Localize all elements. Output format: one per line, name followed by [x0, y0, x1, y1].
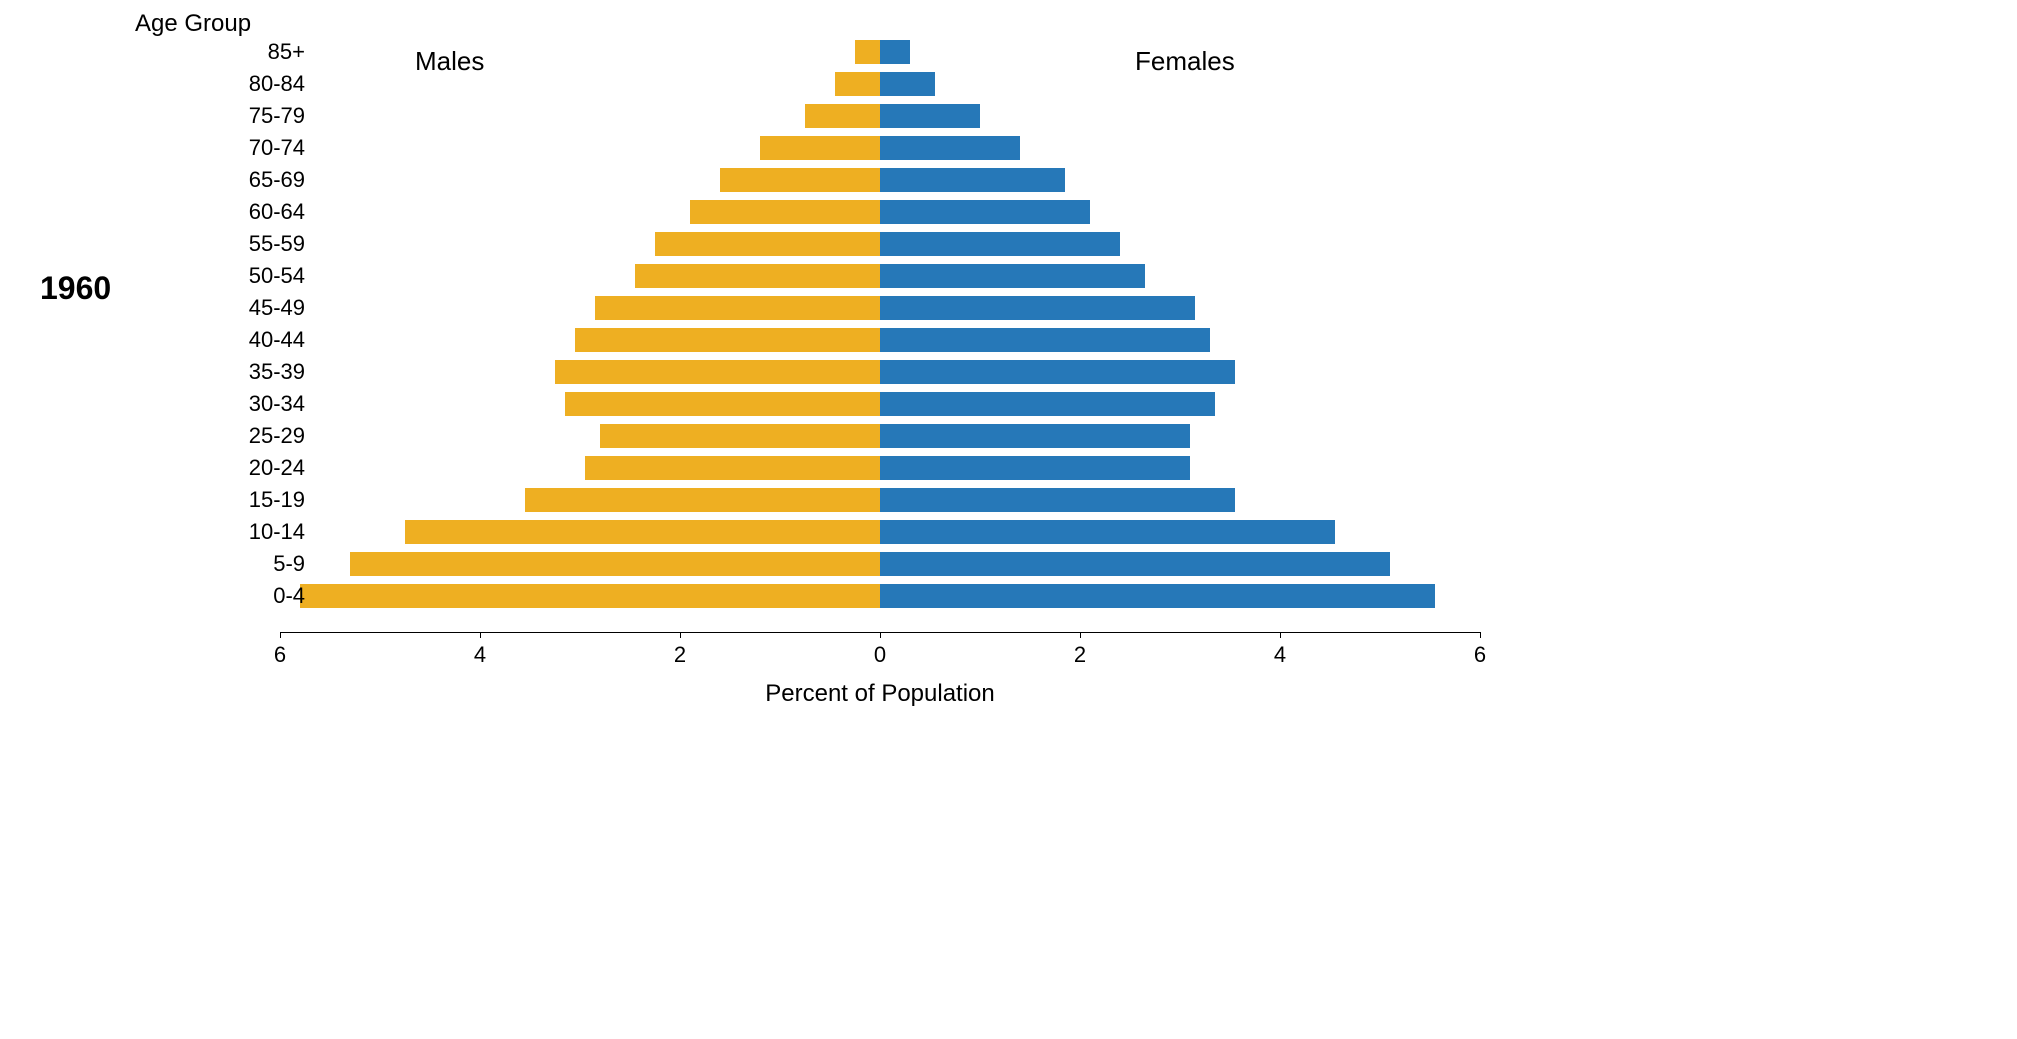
bar-row — [280, 296, 1480, 320]
age-group-label: 30-34 — [185, 392, 305, 416]
female-bar — [880, 392, 1215, 416]
age-group-label: 35-39 — [185, 360, 305, 384]
female-bar — [880, 456, 1190, 480]
age-group-label: 70-74 — [185, 136, 305, 160]
female-bar — [880, 328, 1210, 352]
male-bar — [595, 296, 880, 320]
female-bar — [880, 488, 1235, 512]
bar-row — [280, 200, 1480, 224]
female-bar — [880, 168, 1065, 192]
x-tick-label: 4 — [1274, 642, 1286, 668]
female-bar — [880, 296, 1195, 320]
age-group-label: 25-29 — [185, 424, 305, 448]
x-tick — [1080, 632, 1081, 638]
female-bar — [880, 264, 1145, 288]
female-bar — [880, 520, 1335, 544]
bar-row — [280, 552, 1480, 576]
male-bar — [720, 168, 880, 192]
male-bar — [835, 72, 880, 96]
bar-row — [280, 264, 1480, 288]
age-group-label: 20-24 — [185, 456, 305, 480]
x-tick — [280, 632, 281, 638]
bars-container — [280, 40, 1480, 620]
x-tick — [680, 632, 681, 638]
age-group-label: 5-9 — [185, 552, 305, 576]
female-bar — [880, 552, 1390, 576]
male-bar — [655, 232, 880, 256]
bar-row — [280, 488, 1480, 512]
age-group-label: 65-69 — [185, 168, 305, 192]
age-group-label: 15-19 — [185, 488, 305, 512]
age-group-label: 75-79 — [185, 104, 305, 128]
female-bar — [880, 424, 1190, 448]
male-bar — [525, 488, 880, 512]
x-tick — [1480, 632, 1481, 638]
x-tick-label: 2 — [1074, 642, 1086, 668]
x-tick-label: 6 — [274, 642, 286, 668]
population-pyramid-chart: 1960 Age Group Males Females 6420246 Per… — [0, 0, 1520, 780]
male-bar — [565, 392, 880, 416]
bar-row — [280, 520, 1480, 544]
bar-row — [280, 168, 1480, 192]
x-tick — [880, 632, 881, 638]
female-bar — [880, 104, 980, 128]
bar-row — [280, 392, 1480, 416]
x-tick-label: 0 — [874, 642, 886, 668]
y-axis-title: Age Group — [135, 10, 251, 38]
female-bar — [880, 200, 1090, 224]
age-group-label: 60-64 — [185, 200, 305, 224]
age-group-label: 10-14 — [185, 520, 305, 544]
x-axis-title: Percent of Population — [280, 680, 1480, 708]
bar-row — [280, 104, 1480, 128]
age-group-label: 85+ — [185, 40, 305, 64]
male-bar — [690, 200, 880, 224]
age-group-label: 45-49 — [185, 296, 305, 320]
x-axis: 6420246 — [280, 632, 1480, 672]
age-group-label: 50-54 — [185, 264, 305, 288]
year-label: 1960 — [40, 270, 111, 307]
male-bar — [405, 520, 880, 544]
x-tick — [480, 632, 481, 638]
bar-row — [280, 136, 1480, 160]
bar-row — [280, 360, 1480, 384]
female-bar — [880, 360, 1235, 384]
male-bar — [350, 552, 880, 576]
male-bar — [760, 136, 880, 160]
x-tick-label: 4 — [474, 642, 486, 668]
male-bar — [600, 424, 880, 448]
age-group-label: 80-84 — [185, 72, 305, 96]
bar-row — [280, 424, 1480, 448]
male-bar — [855, 40, 880, 64]
x-tick-label: 6 — [1474, 642, 1486, 668]
male-bar — [300, 584, 880, 608]
age-group-label: 0-4 — [185, 584, 305, 608]
male-bar — [805, 104, 880, 128]
bar-row — [280, 456, 1480, 480]
age-group-label: 40-44 — [185, 328, 305, 352]
male-bar — [585, 456, 880, 480]
x-tick — [1280, 632, 1281, 638]
male-bar — [555, 360, 880, 384]
female-bar — [880, 72, 935, 96]
bar-row — [280, 328, 1480, 352]
bar-row — [280, 584, 1480, 608]
age-group-label: 55-59 — [185, 232, 305, 256]
bar-row — [280, 232, 1480, 256]
female-bar — [880, 136, 1020, 160]
male-bar — [635, 264, 880, 288]
female-bar — [880, 232, 1120, 256]
female-bar — [880, 584, 1435, 608]
bar-row — [280, 40, 1480, 64]
female-bar — [880, 40, 910, 64]
x-tick-label: 2 — [674, 642, 686, 668]
plot-area: Males Females 6420246 Percent of Populat… — [280, 40, 1480, 660]
bar-row — [280, 72, 1480, 96]
male-bar — [575, 328, 880, 352]
